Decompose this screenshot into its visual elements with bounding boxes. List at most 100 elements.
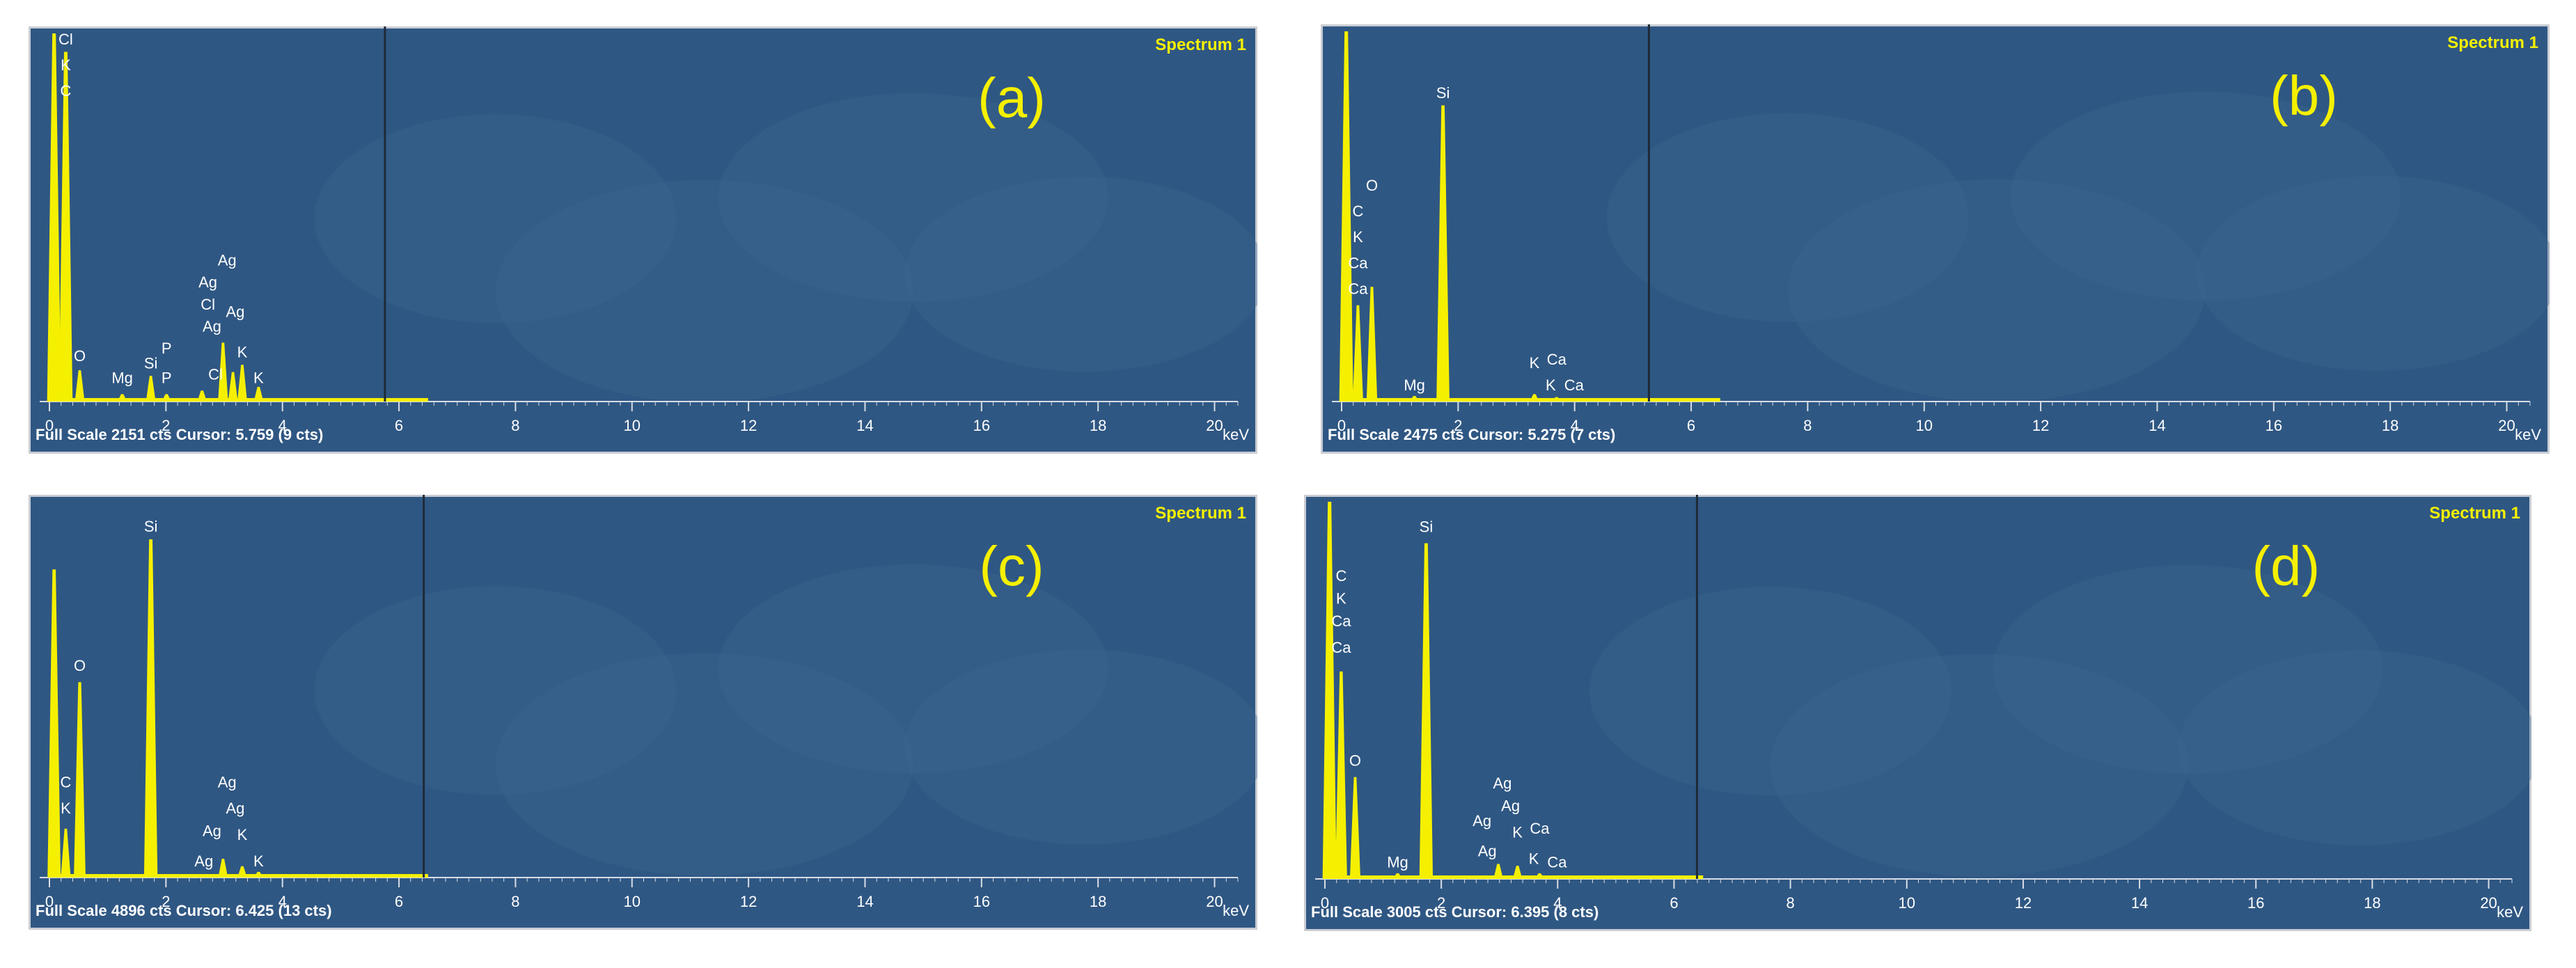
x-tick-label: 16 [2247,894,2264,912]
background-blob [1787,179,2206,402]
background-blob [1770,653,2188,877]
spectrum-peak [47,33,61,402]
element-label: O [74,347,86,365]
spectrum-peak [1366,287,1378,402]
spectrum-peak [228,372,238,402]
element-label: Ca [1547,351,1567,368]
element-label: Ag [218,773,237,791]
x-tick-label: 4 [1571,417,1579,434]
element-label: Ca [1348,280,1368,298]
x-tick-label: 14 [856,893,873,910]
x-tick-label: 2 [1454,417,1462,434]
spectrum-peak [1493,864,1503,879]
x-tick-label: 12 [740,417,757,434]
element-label: Cl [58,31,73,48]
element-label: Mg [111,370,133,387]
element-label: K [1546,376,1556,394]
spectrum-peak [58,51,73,402]
x-tick-label: 0 [45,417,54,434]
element-label: K [237,344,248,361]
x-tick-label: 0 [1321,894,1329,912]
background-blob [718,564,1108,773]
x-tick-label: 6 [395,417,403,434]
element-label: C [60,82,71,100]
element-label: P [162,370,172,387]
spectrum-panel-c: 0 2 4 6 8 10 12 14 16 18 20 Si O C K Ag Ag Ag K Ag K Spectrum… [29,495,1257,930]
spectrum-label: Spectrum 1 [1155,504,1246,523]
background-blob [1993,564,2383,774]
element-label: K [1336,589,1346,607]
background-blob [904,649,1257,845]
status-text: Full Scale 2151 cts Cursor: 5.759 (9 cts… [36,426,323,443]
element-label: Mg [1404,376,1425,394]
x-tick-label: 2 [162,417,170,434]
element-label: Si [144,354,158,372]
background-texture [314,93,1257,403]
x-tick-label: 18 [1090,417,1106,434]
spectrum-peak [1436,105,1450,402]
spectrum-label: Spectrum 1 [2429,504,2520,523]
panel-label: (c) [979,535,1044,597]
x-tick-label: 8 [1803,417,1812,434]
x-axis-unit: keV [1223,426,1249,443]
spectrum-label: Spectrum 1 [1155,35,1246,54]
element-label: O [1349,752,1361,769]
element-label: Ag [1493,775,1511,792]
spectrum-peak [1419,543,1434,879]
element-label: Ag [218,251,237,269]
x-axis-ticks [49,878,1239,887]
element-label: Cl [201,296,215,313]
spectrum-background-counts [49,874,428,878]
x-axis-unit: keV [2515,426,2541,443]
x-tick-label: 14 [2149,417,2165,434]
element-label: Ag [194,852,213,870]
spectrum-background-counts [49,398,428,402]
spectrum-panel-b: 0 2 4 6 8 10 12 14 16 18 20 Si O C K Ca Ca Mg K Ca K Ca Spectr… [1321,24,2550,454]
element-label: C [60,773,71,791]
element-label: K [253,370,264,387]
element-label: K [237,826,248,843]
background-texture [1606,91,2550,402]
element-label: Ag [226,303,244,320]
element-label: Ca [1331,639,1351,656]
x-tick-label: 10 [1899,894,1915,912]
background-blob [2196,175,2550,371]
element-label: C [1335,567,1346,585]
spectrum-label: Spectrum 1 [2447,33,2538,52]
x-axis-ticks [1324,879,2513,889]
x-tick-label: 10 [1916,417,1933,434]
x-tick-label: 2 [162,893,170,910]
x-tick-label: 12 [2032,417,2049,434]
x-axis-ticks [49,402,1239,411]
spectrum-peak [1349,777,1361,879]
element-label: Cl [208,365,223,383]
x-tick-label: 2 [1437,894,1445,912]
spectrum-peak [74,682,86,878]
x-tick-label: 4 [278,893,287,910]
spectrum-peak [218,342,228,402]
element-label: Ag [226,800,244,817]
background-blob [314,586,677,795]
element-label: Mg [1387,854,1408,871]
element-label: Ca [1331,612,1351,630]
x-tick-label: 12 [740,893,757,910]
x-tick-label: 0 [1337,417,1346,434]
x-tick-label: 8 [1786,894,1795,912]
x-tick-label: 16 [2265,417,2282,434]
x-tick-label: 20 [2480,894,2497,912]
element-label: P [162,340,172,357]
element-label: Ag [203,823,221,840]
x-tick-label: 10 [624,893,641,910]
element-label: Ca [1348,254,1368,271]
spectrum-background-counts [1325,875,1704,879]
background-blob [495,653,913,876]
x-tick-label: 20 [1206,893,1223,910]
spectrum-peak [146,375,156,402]
spectrum-peak [1335,671,1347,879]
spectrum-peak [143,539,158,878]
spectrum-peak [74,370,85,402]
background-blob [1606,113,1969,322]
background-texture [314,564,1257,876]
